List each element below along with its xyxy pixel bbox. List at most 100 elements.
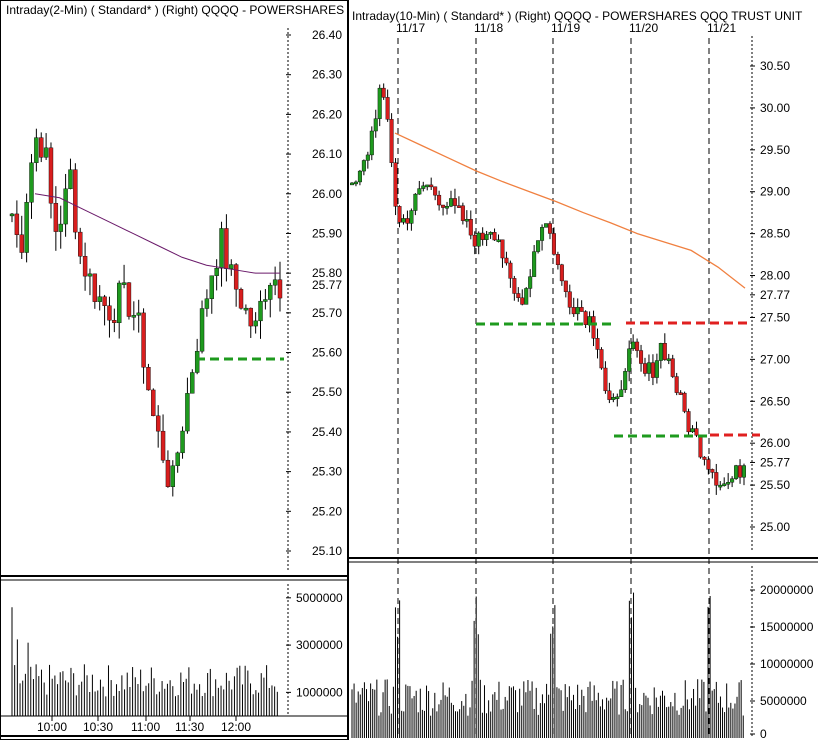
left-time-ticks: 10:00 10:30 11:00 11:30 12:00 [37,716,251,734]
left-chart-panel: Intraday(2-Min) ( Standard* ) (Right) QQ… [0,0,450,740]
right-candle-body [547,223,552,234]
left-price-tick: 26.00 [312,187,342,201]
left-candle-body [204,298,210,309]
left-candle-body [19,234,24,253]
right-candle-body [658,343,663,361]
left-candle-body [151,389,156,417]
right-date-label: 11/18 [474,21,503,35]
left-candle-body [131,315,137,318]
right-volume-ticks: 20000000 15000000 10000000 5000000 0 [750,583,814,740]
left-candle-body [68,169,73,190]
right-candle-body [591,316,596,339]
right-candle-body [429,184,434,188]
left-price-tick: 25.10 [312,544,342,558]
right-volume-tick: 15000000 [760,620,814,634]
right-price-tick: 30.00 [760,101,790,115]
left-candle-body [87,273,93,277]
right-volume-tick: 20000000 [760,583,814,597]
right-candle-body [528,276,533,289]
left-candle-body [248,307,253,327]
right-candle-body [674,376,679,393]
right-candle-body [492,232,497,241]
right-date-label: 11/17 [396,21,425,35]
right-candle-body [508,262,513,279]
left-price-tick: 26.20 [312,107,342,121]
right-candle-body [504,257,509,264]
left-candle-body [199,308,205,352]
left-candle-body [219,228,224,269]
right-candle-body [369,130,374,156]
left-candle-body [155,415,161,432]
right-candle-body [350,182,355,186]
right-date-label: 11/21 [707,21,736,35]
left-candle-body [29,162,34,203]
right-price-tick: 25.77 [760,455,790,469]
right-volume-tick: 5000000 [760,694,807,708]
right-candle-body [662,343,667,360]
left-price-tick: 25.30 [312,465,342,479]
left-time-tick: 10:00 [37,720,67,734]
left-candle-body [258,300,263,322]
right-date-label: 11/19 [551,21,580,35]
right-candle-body [357,170,362,183]
right-candle-body [646,362,651,374]
left-candle-body [73,169,78,233]
left-candle-body [116,282,122,324]
right-candle-body [476,232,481,247]
left-price-tick: 26.40 [312,28,342,42]
right-candle-body [555,254,560,265]
left-candle-body [126,282,132,317]
right-candle-body [714,472,719,486]
right-candle-body [567,291,572,308]
right-candle-body [702,456,707,460]
right-price-ticks: 30.50 30.00 29.50 29.00 28.50 28.00 27.77 27.50… [750,59,790,534]
right-volume-tick: 10000000 [760,657,814,671]
right-candle-body [635,341,640,351]
right-candle-body [551,233,556,255]
left-candle-body [263,299,268,302]
left-candle-body [146,367,151,391]
right-chart-panel: Intraday(10-Min) ( Standard* ) (Right) Q… [347,0,818,740]
right-volume-bars [351,592,744,738]
right-candle-body [722,483,727,486]
left-price-tick: 26.10 [312,147,342,161]
left-candle-body [58,223,63,232]
right-candle-body [627,348,632,372]
left-chart-title: Intraday(2-Min) ( Standard* ) (Right) QQ… [6,3,450,17]
right-candle-body [472,234,477,247]
right-candle-body [464,219,469,222]
right-candle-body [456,205,461,208]
right-candle-body [484,234,489,240]
left-candle-body [268,284,273,300]
right-candle-body [571,307,576,315]
right-candle-body [361,160,366,172]
right-candle-body [643,363,648,374]
right-candle-body [381,87,386,98]
left-moving-average-line [34,193,280,274]
left-candle-body [39,137,44,158]
right-candle-body [654,360,659,378]
right-candle-body [389,119,394,163]
left-candle-body [14,213,20,235]
right-candle-body [559,264,564,282]
right-candle-body [401,218,406,223]
left-volume-tick: 3000000 [296,638,343,652]
right-candle-body [488,232,493,235]
right-candle-body [611,397,616,400]
left-candle-body [277,279,283,299]
left-panel-frame [0,0,348,740]
left-candle-body [194,351,200,373]
right-candle-body [353,181,358,185]
left-price-tick: 25.60 [312,346,342,360]
right-price-tick: 29.00 [760,185,790,199]
right-candle-body [595,338,600,350]
left-candle-body [24,202,29,253]
left-candle-body [243,307,249,311]
right-candle-body [516,293,521,299]
left-candle-body [238,289,244,309]
right-candle-body [377,87,382,119]
left-price-tick: 25.50 [312,385,342,399]
left-candle-body [107,305,112,321]
left-price-tick: 25.80 [312,266,342,280]
